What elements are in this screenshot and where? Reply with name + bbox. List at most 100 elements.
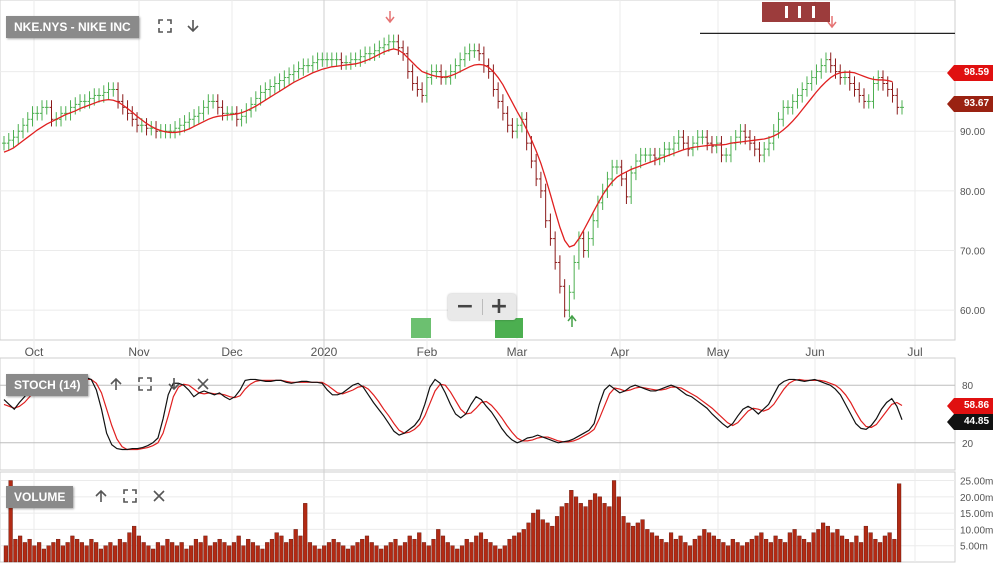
signal-marker xyxy=(411,318,431,338)
volume-bar xyxy=(545,522,550,563)
volume-bar xyxy=(312,545,317,563)
volume-bar xyxy=(683,542,688,563)
tag-pointer xyxy=(947,96,954,112)
x-tick-label: Nov xyxy=(128,345,149,359)
volume-bar xyxy=(459,545,465,563)
volume-bar xyxy=(863,525,868,563)
volume-bar xyxy=(440,535,446,563)
stoch-k-last-tag: 44.85 xyxy=(954,414,994,430)
volume-bar xyxy=(227,545,232,563)
volume-bar xyxy=(208,545,213,563)
expand-icon[interactable] xyxy=(158,19,174,35)
volume-bar xyxy=(802,538,807,563)
x-tick-label: Oct xyxy=(25,345,44,359)
ma-last-value-tag: 98.59 xyxy=(954,65,994,81)
volume-bar xyxy=(393,538,398,563)
volume-bar xyxy=(307,542,313,563)
volume-bar xyxy=(75,538,80,563)
x-tick-label: Feb xyxy=(417,345,438,359)
arrow-down-icon[interactable] xyxy=(186,19,202,35)
volume-bar xyxy=(654,535,659,563)
volume-bar xyxy=(578,503,583,563)
stoch-panel-title[interactable]: STOCH (14) xyxy=(6,374,89,396)
volume-bar xyxy=(193,538,199,563)
volume-bar xyxy=(345,548,351,563)
volume-tick-label: 20.00m xyxy=(960,493,993,504)
volume-bar xyxy=(421,542,427,563)
signal-marker xyxy=(495,318,523,338)
volume-bar xyxy=(355,542,360,563)
zoom-in-button[interactable]: + xyxy=(489,294,509,319)
arrow-down-icon[interactable] xyxy=(167,377,183,393)
volume-bar xyxy=(540,519,545,563)
volume-bar xyxy=(768,542,773,563)
volume-bar xyxy=(664,542,669,563)
volume-bar xyxy=(436,529,441,563)
volume-bar xyxy=(640,519,645,563)
x-tick-label: Mar xyxy=(507,345,528,359)
volume-bar xyxy=(897,483,902,563)
volume-bar xyxy=(108,542,113,563)
x-tick-label: Jul xyxy=(907,345,922,359)
volume-bar xyxy=(721,542,726,563)
volume-bar xyxy=(821,522,826,563)
volume-bar xyxy=(602,503,607,563)
volume-bar xyxy=(331,538,336,563)
volume-bar xyxy=(878,542,883,563)
arrow-up-icon[interactable] xyxy=(109,377,125,393)
volume-bar xyxy=(616,496,621,563)
volume-bar xyxy=(217,538,222,563)
arrow-up-icon[interactable] xyxy=(94,489,110,505)
volume-bar xyxy=(426,545,431,563)
volume-bar xyxy=(222,542,227,563)
volume-bar xyxy=(507,538,512,563)
stoch-d-last-tag: 58.86 xyxy=(954,398,994,414)
volume-bar xyxy=(745,542,750,563)
volume-bar xyxy=(882,535,887,563)
volume-bar xyxy=(260,548,265,563)
price-tick-label: 60.00 xyxy=(960,306,985,317)
zoom-out-button[interactable]: − xyxy=(455,294,475,319)
volume-bar xyxy=(13,538,18,563)
volume-bar xyxy=(383,545,389,563)
close-icon[interactable] xyxy=(152,489,168,505)
volume-bar xyxy=(787,532,792,563)
volume-bar xyxy=(840,535,845,563)
expand-icon[interactable] xyxy=(138,377,154,393)
volume-bar xyxy=(117,538,122,563)
price-panel-title[interactable]: NKE.NYS - NIKE INC xyxy=(6,16,139,38)
x-tick-label: 2020 xyxy=(311,345,338,359)
volume-bar xyxy=(65,542,70,563)
volume-bar xyxy=(859,542,864,563)
close-icon[interactable] xyxy=(196,377,212,393)
expand-icon[interactable] xyxy=(123,489,139,505)
volume-bar xyxy=(626,522,631,563)
volume-bar xyxy=(445,542,450,563)
volume-bar xyxy=(94,542,99,563)
volume-bar xyxy=(668,532,674,563)
sell-signal-arrow xyxy=(827,16,837,29)
volume-bar xyxy=(783,542,788,563)
volume-bar xyxy=(8,480,13,563)
volume-bar xyxy=(250,542,256,563)
volume-bar xyxy=(298,535,303,563)
volume-bar xyxy=(726,545,731,563)
signal-marker-tick xyxy=(812,6,815,18)
volume-bar xyxy=(41,548,46,563)
volume-bar xyxy=(621,516,626,563)
signal-marker xyxy=(762,2,830,22)
volume-bar xyxy=(450,545,455,563)
volume-panel-title[interactable]: VOLUME xyxy=(6,486,74,508)
volume-bar xyxy=(806,542,811,563)
volume-tick-label: 5.00m xyxy=(960,542,988,553)
volume-bar xyxy=(759,532,764,563)
volume-bar xyxy=(141,542,146,563)
volume-bar xyxy=(317,548,322,563)
volume-bar xyxy=(559,506,564,563)
volume-bar xyxy=(816,529,821,563)
volume-bar xyxy=(550,525,555,563)
volume-bar xyxy=(231,542,237,563)
volume-bar xyxy=(269,538,275,563)
volume-bar xyxy=(336,542,341,563)
volume-bar xyxy=(611,480,617,563)
